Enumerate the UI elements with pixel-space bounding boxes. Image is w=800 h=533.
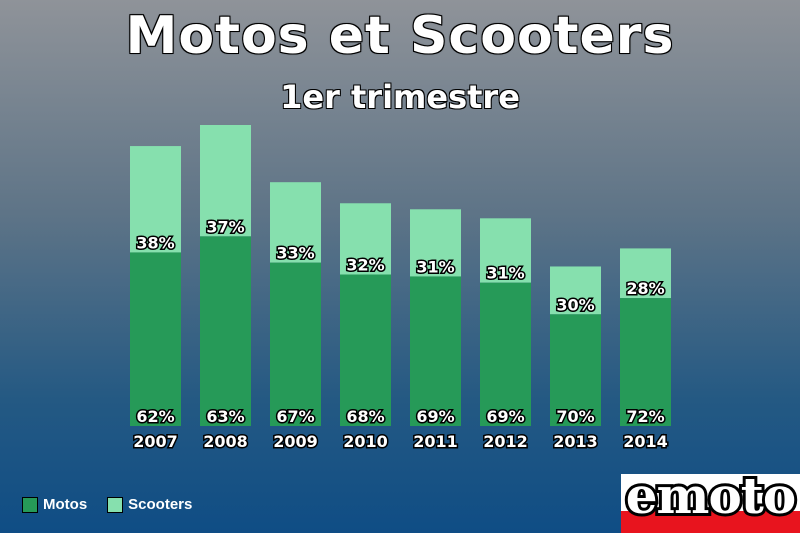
legend-swatch-scooters (107, 496, 124, 513)
label-motos-2011: 69% (416, 407, 454, 426)
tick-label-2010: 2010 (343, 432, 388, 451)
label-motos-2008: 63% (206, 407, 244, 426)
bar-scooters-2010 (340, 203, 391, 275)
bar-motos-2011 (410, 276, 461, 426)
bar-scooters-2009 (270, 182, 321, 263)
label-motos-2012: 69% (486, 407, 524, 426)
bar-motos-2013 (550, 314, 601, 426)
tick-label-2014: 2014 (623, 432, 668, 451)
legend-label-scooters: Scooters (128, 496, 193, 513)
label-motos-2009: 67% (276, 407, 314, 426)
chart-title: Motos et Scooters (125, 5, 675, 67)
bar-scooters-2008 (200, 125, 251, 237)
chart-subtitle: 1er trimestre (279, 77, 520, 117)
label-scooters-2007: 38% (136, 233, 174, 252)
label-scooters-2014: 28% (626, 279, 664, 298)
tick-label-2012: 2012 (483, 432, 528, 451)
bar-motos-2008 (200, 236, 251, 426)
bar-motos-2014 (620, 298, 671, 426)
label-motos-2014: 72% (626, 407, 664, 426)
label-scooters-2012: 31% (486, 264, 524, 283)
tick-label-2008: 2008 (203, 432, 248, 451)
bar-scooters-2012 (480, 218, 531, 283)
label-scooters-2011: 31% (416, 257, 454, 276)
bar-motos-2012 (480, 282, 531, 426)
legend-label-motos: Motos (43, 496, 88, 513)
label-scooters-2009: 33% (276, 244, 314, 263)
emoto-logo: emoto (621, 474, 800, 533)
label-scooters-2010: 32% (346, 256, 384, 275)
label-scooters-2008: 37% (206, 217, 244, 236)
bar-scooters-2011 (410, 209, 461, 277)
bar-motos-2009 (270, 262, 321, 426)
logo-red-band (621, 511, 800, 533)
bar-scooters-2007 (130, 146, 181, 253)
label-motos-2007: 62% (136, 407, 174, 426)
legend: Motos Scooters (22, 496, 212, 513)
bar-motos-2007 (130, 252, 181, 426)
bar-scooters-2014 (620, 248, 671, 299)
logo-text: emoto (623, 474, 800, 528)
label-motos-2010: 68% (346, 407, 384, 426)
label-scooters-2013: 30% (556, 295, 594, 314)
legend-item-motos: Motos (22, 496, 87, 513)
tick-label-2011: 2011 (413, 432, 458, 451)
tick-label-2007: 2007 (133, 432, 178, 451)
legend-swatch-motos (22, 496, 38, 513)
bar-motos-2010 (340, 274, 391, 426)
bar-scooters-2013 (550, 266, 601, 315)
legend-item-scooters: Scooters (107, 496, 192, 513)
tick-label-2013: 2013 (553, 432, 598, 451)
tick-label-2009: 2009 (273, 432, 318, 451)
label-motos-2013: 70% (556, 407, 594, 426)
